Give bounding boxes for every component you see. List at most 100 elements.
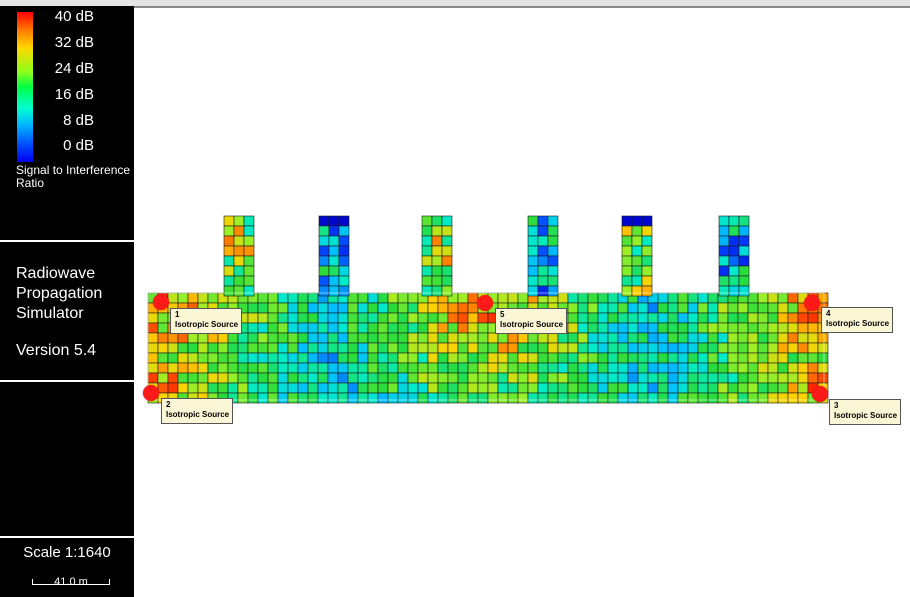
heatmap-cell	[347, 382, 359, 394]
heatmap-cell	[717, 332, 729, 344]
heatmap-cell	[437, 312, 449, 324]
heatmap-cell	[777, 382, 789, 394]
heatmap-cell	[327, 352, 339, 364]
heatmap-cell	[257, 382, 269, 394]
heatmap-cell	[421, 245, 433, 257]
heatmap-cell	[537, 235, 549, 247]
heatmap-cell	[441, 215, 453, 227]
heatmap-cell	[207, 352, 219, 364]
heatmap-cell	[737, 392, 749, 404]
heatmap-cell	[431, 225, 443, 237]
heatmap-cell	[157, 372, 169, 384]
heatmap-cell	[307, 372, 319, 384]
heatmap-cell	[597, 362, 609, 374]
heatmap-cell	[233, 215, 245, 227]
heatmap-cell	[257, 392, 269, 404]
source-marker-5[interactable]	[477, 295, 493, 311]
heatmap-cell	[697, 312, 709, 324]
heatmap-cell	[267, 292, 279, 304]
heatmap-cell	[777, 362, 789, 374]
heatmap-cell	[317, 392, 329, 404]
heatmap-cell	[338, 275, 350, 287]
source-marker-2[interactable]	[143, 385, 159, 401]
heatmap-cell	[347, 332, 359, 344]
heatmap-cell	[627, 352, 639, 364]
heatmap-cell	[277, 292, 289, 304]
heatmap-cell	[697, 292, 709, 304]
heatmap-cell	[718, 235, 730, 247]
heatmap-cell	[641, 265, 653, 277]
heatmap-cell	[357, 332, 369, 344]
source-label-3[interactable]: 3 Isotropic Source	[829, 399, 902, 425]
heatmap-cell	[747, 332, 759, 344]
heatmap-cell	[667, 372, 679, 384]
heatmap-cell	[477, 392, 489, 404]
source-label-4[interactable]: 4 Isotropic Source	[821, 307, 894, 333]
heatmap-cell	[318, 265, 330, 277]
heatmap-cell	[657, 342, 669, 354]
heatmap-cell	[687, 362, 699, 374]
heatmap-cell	[497, 362, 509, 374]
heatmap-cell	[577, 362, 589, 374]
source-marker-3[interactable]	[812, 386, 828, 402]
heatmap-cell	[417, 362, 429, 374]
heatmap-cell	[807, 342, 819, 354]
source-name: Isotropic Source	[500, 320, 564, 329]
source-label-5[interactable]: 5 Isotropic Source	[495, 308, 568, 334]
simulation-view[interactable]: 1 Isotropic Source 2 Isotropic Source 3 …	[134, 8, 910, 597]
source-marker-4[interactable]	[804, 295, 820, 311]
heatmap-cell	[347, 352, 359, 364]
heatmap-cell	[431, 235, 443, 247]
heatmap-cell	[147, 372, 159, 384]
heatmap-cell	[431, 215, 443, 227]
heatmap-cell	[647, 392, 659, 404]
heatmap-cell	[427, 302, 439, 314]
source-label-1[interactable]: 1 Isotropic Source	[170, 308, 243, 334]
heatmap-cell	[417, 322, 429, 334]
heatmap-cell	[787, 372, 799, 384]
heatmap-cell	[387, 382, 399, 394]
panel-divider-scale	[0, 536, 134, 538]
heatmap-cell	[787, 332, 799, 344]
heatmap-cell	[497, 342, 509, 354]
heatmap-cell	[527, 225, 539, 237]
heatmap-cell	[327, 382, 339, 394]
source-marker-1[interactable]	[153, 294, 169, 310]
heatmap-cell	[797, 362, 809, 374]
heatmap-cell	[777, 332, 789, 344]
heatmap-cell	[357, 372, 369, 384]
heatmap-cell	[457, 362, 469, 374]
db-label-16: 16 dB	[54, 86, 94, 103]
heatmap-cell	[747, 312, 759, 324]
heatmap-cell	[243, 215, 255, 227]
source-label-2[interactable]: 2 Isotropic Source	[161, 398, 234, 424]
heatmap-cell	[477, 312, 489, 324]
heatmap-cell	[487, 362, 499, 374]
heatmap-cell	[627, 342, 639, 354]
db-label-0: 0 dB	[63, 137, 94, 154]
heatmap-cell	[223, 255, 235, 267]
heatmap-cell	[277, 312, 289, 324]
heatmap-cell	[437, 382, 449, 394]
heatmap-cell	[257, 372, 269, 384]
heatmap-cell	[287, 372, 299, 384]
heatmap-cell	[687, 342, 699, 354]
heatmap-cell	[627, 312, 639, 324]
heatmap-cell	[247, 302, 259, 314]
heatmap-cell	[457, 382, 469, 394]
heatmap-cell	[187, 332, 199, 344]
heatmap-cell	[617, 372, 629, 384]
coverage-heatmap[interactable]	[134, 8, 910, 597]
heatmap-cell	[537, 372, 549, 384]
heatmap-cell	[547, 255, 559, 267]
heatmap-cell	[727, 302, 739, 314]
heatmap-cell	[187, 362, 199, 374]
source-name: Isotropic Source	[834, 411, 898, 420]
heatmap-cell	[467, 392, 479, 404]
heatmap-cell	[718, 245, 730, 257]
heatmap-cell	[487, 382, 499, 394]
heatmap-cell	[441, 255, 453, 267]
heatmap-cell	[737, 362, 749, 374]
heatmap-cell	[467, 352, 479, 364]
heatmap-cell	[631, 285, 643, 297]
